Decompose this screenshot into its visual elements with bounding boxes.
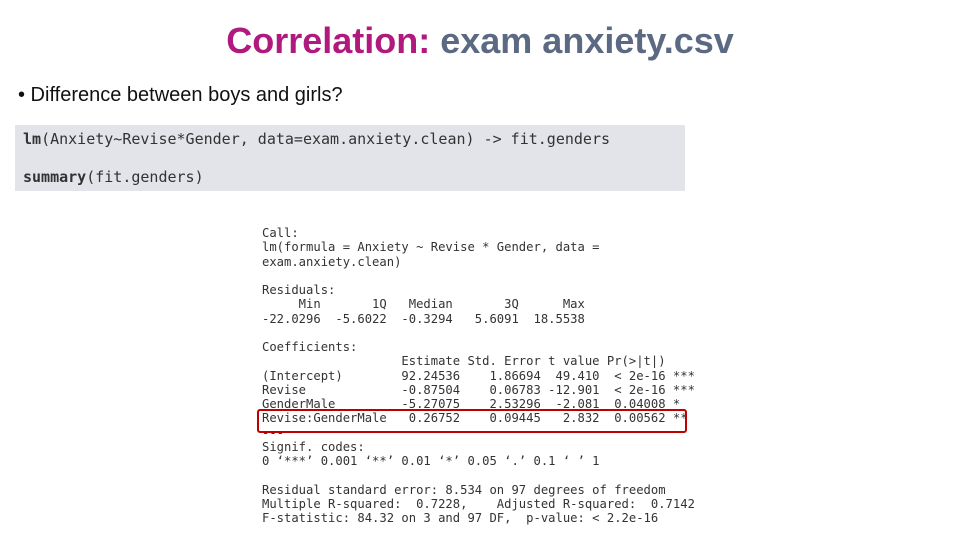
output-line: Revise -0.87504 0.06783 -12.901 < 2e-16 … — [262, 382, 695, 397]
code-line: summary(fit.genders) — [23, 168, 204, 186]
code-line: lm(Anxiety~Revise*Gender, data=exam.anxi… — [23, 130, 610, 148]
output-line: (Intercept) 92.24536 1.86694 49.410 < 2e… — [262, 368, 695, 383]
title-keyword: Correlation: — [226, 20, 431, 61]
title: Correlation: exam anxiety.csv — [0, 20, 960, 62]
code-args: (Anxiety~Revise*Gender, data=exam.anxiet… — [41, 130, 611, 148]
output-line: exam.anxiety.clean) — [262, 254, 402, 269]
output-line: Estimate Std. Error t value Pr(>|t|) — [262, 354, 666, 369]
output-line: Signif. codes: — [262, 439, 365, 454]
code-args: (fit.genders) — [86, 168, 204, 186]
bullet: • Difference between boys and girls? — [18, 84, 343, 106]
output-line: F-statistic: 84.32 on 3 and 97 DF, p-val… — [262, 511, 659, 525]
output-line: Call: — [262, 226, 299, 240]
output-line: lm(formula = Anxiety ~ Revise * Gender, … — [262, 240, 600, 255]
output-line: Residual standard error: 8.534 on 97 deg… — [262, 482, 666, 497]
output-line: -22.0296 -5.6022 -0.3294 5.6091 18.5538 — [262, 311, 585, 326]
code-block: lm(Anxiety~Revise*Gender, data=exam.anxi… — [15, 125, 685, 191]
code-function: lm — [23, 130, 42, 148]
output-line: Coefficients: — [262, 340, 358, 354]
output-line: Revise:GenderMale 0.26752 0.09445 2.832 … — [262, 411, 688, 426]
output-line: Min 1Q Median 3Q Max — [262, 297, 585, 312]
highlight-box — [257, 409, 687, 433]
output-line: 0 ‘***’ 0.001 ‘**’ 0.01 ‘*’ 0.05 ‘.’ 0.1… — [262, 454, 600, 468]
code-function: summary — [23, 168, 87, 186]
title-subject: exam anxiety.csv — [440, 20, 734, 61]
output-line: Residuals: — [262, 283, 336, 297]
output-line: Multiple R-squared: 0.7228, Adjusted R-s… — [262, 496, 695, 511]
output-line: GenderMale -5.27075 2.53296 -2.081 0.040… — [262, 397, 681, 411]
